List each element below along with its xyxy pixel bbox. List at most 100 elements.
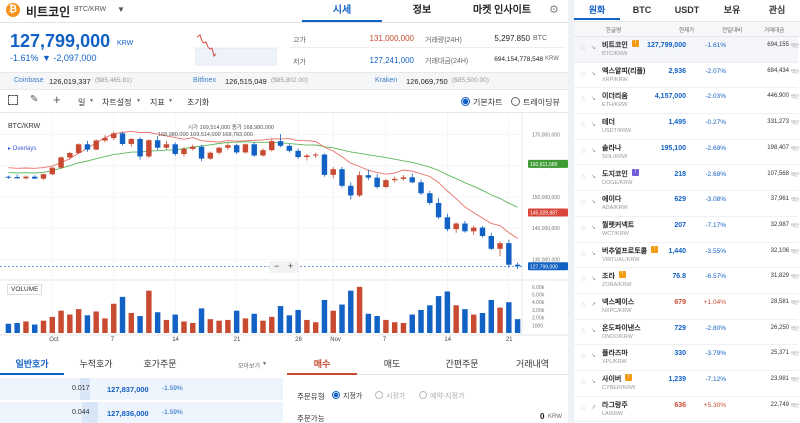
star-icon[interactable]: ☆ [580, 45, 587, 52]
tradingview-radio[interactable] [511, 97, 520, 106]
candle-body [49, 167, 56, 175]
order-tab-simple[interactable]: 간편주문 [427, 353, 497, 375]
candle-body [67, 153, 73, 158]
volume-unit: 백만 [790, 145, 799, 151]
interval-selector[interactable]: 일 [78, 98, 86, 107]
time-tick-label: 7 [383, 337, 387, 343]
candle-body [23, 176, 29, 179]
exchange-usd-coinbase: ($85,465.81) [95, 77, 132, 84]
market-tab-holdings[interactable]: 보유 [723, 5, 741, 15]
coin-row[interactable]: ☆ ↘ 조라! ZORA/KRW 76.8 -6.57% 31,829 백만 [574, 268, 799, 294]
orderbook-tab-cumulative[interactable]: 누적호가 [79, 359, 113, 369]
coin-row[interactable]: ☆ ↘ 플라즈마 XPL/KRW 330 -3.79% 25,371 백만 [574, 345, 799, 372]
ma-line-red [8, 130, 518, 239]
coin-row[interactable]: ☆ ↗ 넥스페이스 NXPC/KRW 679 +1.04% 28,581 백만 [574, 294, 799, 320]
col-change[interactable]: 전일대비 [722, 28, 743, 34]
col-price[interactable]: 현재가 [679, 28, 695, 34]
trend-icon: ↘ [591, 122, 597, 129]
candle-body [233, 145, 240, 153]
tab-market-insight[interactable]: 마켓 인사이트 [473, 5, 531, 16]
star-icon[interactable]: ☆ [580, 173, 587, 181]
limit-order-radio[interactable] [332, 391, 340, 399]
star-icon[interactable]: ☆ [580, 70, 587, 78]
candlestick-chart[interactable]: 170,000,000160,000,000150,000,000140,000… [0, 113, 568, 349]
market-tab-krw[interactable]: 원화 [574, 0, 620, 20]
coin-price: 330 [674, 350, 686, 358]
coin-row[interactable]: ☆ ↘ 엑스알피(리플) XRP/KRW 2,936 -2.07% 684,434 백만 [574, 63, 799, 89]
reset-button[interactable]: 초기화 [187, 98, 210, 107]
pencil-icon[interactable]: ✎ [30, 94, 39, 105]
orderbook-tab-normal[interactable]: 일반호가 [0, 353, 64, 375]
coin-volume: 198,407 [767, 144, 789, 151]
exchange-price-coinbase: 126,019,337 [49, 77, 91, 86]
exchange-name-kraken: Kraken [375, 77, 398, 84]
col-volume[interactable]: 거래대금 [764, 28, 785, 34]
volume-unit: 백만 [790, 120, 799, 126]
market-panel: 원화 BTC USDT 보유 관심 한글명 현재가 전일대비 거래대금 ☆ ↘ 비트… [574, 0, 800, 423]
candle-body [383, 180, 389, 188]
coin-row[interactable]: ☆ ↘ 온도파이낸스 ONDO/KRW 729 -2.80% 26,250 백만 [574, 320, 799, 346]
coin-change: -2.07% [705, 67, 726, 75]
crosshair-icon[interactable]: + [53, 92, 61, 107]
order-tab-history[interactable]: 거래내역 [497, 353, 568, 375]
orderbook-row[interactable]: 0.044 127,836,000 -1.59% [0, 402, 283, 423]
coin-name: 버추얼프로토콜 [602, 247, 648, 255]
orderbook-view-select[interactable]: 모아보기 [238, 364, 261, 370]
bitcoin-logo-icon: ₿ [6, 3, 20, 17]
candle-body [154, 140, 161, 148]
coin-row[interactable]: ☆ ↘ 비트코인! BTC/KRW 127,799,000 -1.61% 694,155 백만 [574, 37, 799, 63]
indicator-button[interactable]: 지표 [150, 98, 165, 107]
reserve-order-radio[interactable] [419, 391, 427, 399]
market-tab-btc[interactable]: BTC [632, 5, 652, 15]
price-tag [528, 159, 568, 168]
star-icon[interactable]: ☆ [580, 122, 587, 130]
star-icon[interactable]: ☆ [580, 327, 587, 335]
order-tab-buy[interactable]: 매수 [287, 353, 357, 375]
coin-row[interactable]: ☆ ↘ 에이다 ADA/KRW 629 -3.08% 37,961 백만 [574, 191, 799, 217]
chevron-down-icon[interactable]: ▼ [117, 5, 125, 14]
price-tag-label: 160,611,580 [530, 162, 558, 168]
coin-row[interactable]: ☆ ↘ 사이버! CYBER/KRW 1,239 -7.12% 23,981 백만 [574, 371, 799, 397]
star-icon[interactable]: ☆ [580, 302, 587, 309]
tab-info[interactable]: 정보 [412, 5, 432, 16]
coin-row[interactable]: ☆ ↘ 테더 USDT/KRW 1,495 -0.27% 331,273 백만 [574, 114, 799, 140]
market-order-radio[interactable] [375, 391, 383, 399]
star-icon[interactable]: ☆ [580, 224, 587, 232]
basic-chart-radio[interactable] [461, 97, 470, 106]
star-icon[interactable]: ☆ [580, 404, 587, 412]
coin-row[interactable]: ☆ ↘ 버추얼프로토콜! VIRTUAL/KRW 1,440 -3.55% 32,106 백만 [574, 243, 799, 269]
star-icon[interactable]: ☆ [580, 250, 587, 258]
star-icon[interactable]: ☆ [580, 96, 587, 104]
zoom-in-button[interactable]: + [288, 261, 294, 271]
chart-settings-button[interactable]: 차트설정 [102, 98, 132, 107]
market-tab-usdt[interactable]: USDT [674, 5, 700, 15]
volume-bar [146, 290, 152, 333]
fullscreen-icon[interactable] [8, 95, 18, 105]
gear-icon[interactable]: ⚙ [549, 4, 559, 16]
market-tab-favorites[interactable]: 관심 [768, 5, 786, 15]
exchange-usd-kraken: ($85,500.00) [452, 77, 489, 84]
coin-row[interactable]: ☆ ↘ 월렛커넥트 WCT/KRW 207 -7.17% 32,987 백만 [574, 217, 799, 243]
orderbook-row[interactable]: 0.017 127,837,000 -1.59% [0, 378, 283, 400]
star-icon[interactable]: ☆ [580, 353, 587, 361]
coin-row[interactable]: ☆ ↘ 이더리움 ETH/KRW 4,157,000 -2.03% 446,900 백만 [574, 88, 799, 115]
overlays-toggle[interactable]: ▸ Overlays [8, 146, 37, 152]
star-icon[interactable]: ☆ [580, 276, 587, 284]
tab-quote[interactable]: 시세 [302, 0, 382, 22]
coin-row[interactable]: ☆ ↗ 라그랑주 LA/KRW 636 +5.30% 22,749 백만 [574, 397, 799, 423]
candle-body [427, 193, 433, 203]
coin-price: 127,799,000 [647, 42, 686, 49]
volume-bar [330, 310, 336, 333]
orderbook-pct: -1.59% [162, 409, 183, 416]
star-icon[interactable]: ☆ [580, 379, 587, 387]
coin-row[interactable]: ☆ ↘ 도지코인! DOGE/KRW 218 -2.68% 107,568 백만 [574, 166, 799, 192]
star-icon[interactable]: ☆ [580, 199, 587, 207]
zoom-out-button[interactable]: − [274, 261, 280, 271]
col-name[interactable]: 한글명 [606, 28, 622, 34]
orderbook-tab-order[interactable]: 호가주문 [143, 359, 177, 369]
candle-body [365, 175, 372, 178]
order-tab-sell[interactable]: 매도 [357, 353, 427, 375]
coin-row[interactable]: ☆ ↘ 솔라나 SOL/KRW 195,100 -2.69% 198,407 백만 [574, 140, 799, 166]
star-icon[interactable]: ☆ [580, 147, 587, 155]
trend-icon: ↗ [591, 404, 597, 411]
